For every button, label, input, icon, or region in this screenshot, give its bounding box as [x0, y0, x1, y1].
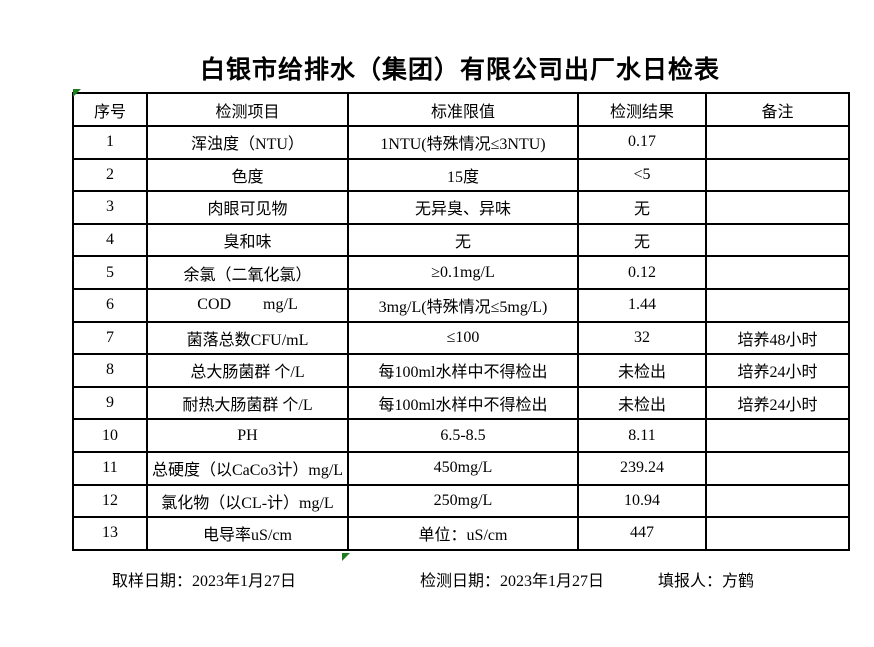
- cell-result: 无: [577, 222, 707, 258]
- table-row: 9 耐热大肠菌群 个/L 每100ml水样中不得检出 未检出 培养24小时: [72, 385, 850, 421]
- cell-result: 未检出: [577, 353, 707, 388]
- cell-result: 239.24: [577, 450, 707, 486]
- cell-note: [705, 222, 850, 258]
- reporter-text: 填报人：方鹤: [658, 573, 755, 590]
- cell-limit: 1NTU(特殊情况≤3NTU): [347, 125, 579, 160]
- cell-item: 余氯（二氧化氯）: [146, 255, 349, 290]
- cell-result: 0.12: [577, 255, 707, 290]
- column-header-item: 检测项目: [146, 92, 349, 127]
- cell-note: [705, 483, 850, 519]
- cell-result: 1.44: [577, 287, 707, 323]
- cell-result: 10.94: [577, 483, 707, 519]
- cell-item: 色度: [146, 157, 349, 193]
- cell-note: [705, 157, 850, 193]
- cell-note: [705, 255, 850, 290]
- cell-item: PH: [146, 418, 349, 453]
- cell-no: 1: [72, 125, 148, 160]
- table-body: 1 浑浊度（NTU） 1NTU(特殊情况≤3NTU) 0.17 2 色度 15度 <5 3 肉眼可…: [72, 125, 850, 551]
- cell-result: 8.11: [577, 418, 707, 453]
- column-header-no: 序号: [72, 92, 148, 127]
- table-row: 6 COD mg/L 3mg/L(特殊情况≤5mg/L) 1.44: [72, 287, 850, 323]
- cell-result: 无: [577, 190, 707, 225]
- cell-limit: 无异臭、异味: [347, 190, 579, 225]
- cell-limit: 每100ml水样中不得检出: [347, 353, 579, 388]
- cell-corner-marker-icon: [73, 89, 81, 97]
- cell-no: 2: [72, 157, 148, 193]
- cell-item: 臭和味: [146, 222, 349, 258]
- cell-no: 13: [72, 516, 148, 551]
- cell-item: 氯化物（以CL-计）mg/L: [146, 483, 349, 519]
- cell-no: 4: [72, 222, 148, 258]
- table-row: 2 色度 15度 <5: [72, 157, 850, 193]
- cell-limit: 每100ml水样中不得检出: [347, 385, 579, 421]
- column-header-note: 备注: [705, 92, 850, 127]
- cell-no: 8: [72, 353, 148, 388]
- cell-item: 总硬度（以CaCo3计）mg/L: [146, 450, 349, 486]
- cell-note: 培养48小时: [705, 320, 850, 356]
- cell-note: [705, 450, 850, 486]
- cell-item: 电导率uS/cm: [146, 516, 349, 551]
- cell-note: 培养24小时: [705, 353, 850, 388]
- table-row: 12 氯化物（以CL-计）mg/L 250mg/L 10.94: [72, 483, 850, 519]
- cell-note: [705, 516, 850, 551]
- footer: 取样日期：2023年1月27日 检测日期：2023年1月27日 填报人：方鹤: [0, 567, 874, 591]
- cell-result: 0.17: [577, 125, 707, 160]
- cell-no: 5: [72, 255, 148, 290]
- table-row: 13 电导率uS/cm 单位：uS/cm 447: [72, 516, 850, 551]
- cell-note: 培养24小时: [705, 385, 850, 421]
- cell-no: 7: [72, 320, 148, 356]
- table-row: 4 臭和味无无: [72, 222, 850, 258]
- table-row: 7 菌落总数CFU/mL ≤100 32 培养48小时: [72, 320, 850, 356]
- cell-limit: 6.5-8.5: [347, 418, 579, 453]
- cell-no: 3: [72, 190, 148, 225]
- cell-note: [705, 287, 850, 323]
- cell-note: [705, 190, 850, 225]
- cell-result: 447: [577, 516, 707, 551]
- cell-corner-marker-icon: [342, 553, 350, 561]
- test-date-text: 检测日期：2023年1月27日: [420, 573, 605, 590]
- page-title: 白银市给排水（集团）有限公司出厂水日检表: [199, 57, 720, 84]
- table-row: 8 总大肠菌群 个/L 每100ml水样中不得检出 未检出 培养24小时: [72, 353, 850, 388]
- cell-limit: ≤100: [347, 320, 579, 356]
- cell-limit: 250mg/L: [347, 483, 579, 519]
- cell-limit: 450mg/L: [347, 450, 579, 486]
- cell-item: 菌落总数CFU/mL: [146, 320, 349, 356]
- table-row: 5 余氯（二氧化氯） ≥0.1mg/L 0.12: [72, 255, 850, 290]
- cell-no: 12: [72, 483, 148, 519]
- cell-no: 6: [72, 287, 148, 323]
- sample-date-text: 取样日期：2023年1月27日: [112, 573, 297, 590]
- cell-limit: 无: [347, 222, 579, 258]
- table-row: 10 PH 6.5-8.5 8.11: [72, 418, 850, 453]
- table-row: 1 浑浊度（NTU） 1NTU(特殊情况≤3NTU) 0.17: [72, 125, 850, 160]
- cell-note: [705, 418, 850, 453]
- cell-note: [705, 125, 850, 160]
- header-row: 序号 检测项目 标准限值 检测结果 备注: [72, 92, 850, 127]
- cell-limit: 3mg/L(特殊情况≤5mg/L): [347, 287, 579, 323]
- column-header-limit: 标准限值: [347, 92, 579, 127]
- cell-result: <5: [577, 157, 707, 193]
- table-header: 序号 检测项目 标准限值 检测结果 备注: [72, 92, 850, 127]
- cell-item: COD mg/L: [146, 287, 349, 323]
- cell-item: 耐热大肠菌群 个/L: [146, 385, 349, 421]
- cell-no: 9: [72, 385, 148, 421]
- cell-result: 未检出: [577, 385, 707, 421]
- cell-limit: 15度: [347, 157, 579, 193]
- cell-limit: ≥0.1mg/L: [347, 255, 579, 290]
- table-row: 3 肉眼可见物 无异臭、异味无: [72, 190, 850, 225]
- cell-limit: 单位：uS/cm: [347, 516, 579, 551]
- cell-no: 11: [72, 450, 148, 486]
- cell-item: 肉眼可见物: [146, 190, 349, 225]
- inspection-table: 序号 检测项目 标准限值 检测结果 备注 1 浑浊度（NTU） 1NTU(特殊情况≤…: [72, 92, 850, 551]
- column-header-result: 检测结果: [577, 92, 707, 127]
- table-row: 11 总硬度（以CaCo3计）mg/L 450mg/L 239.24: [72, 450, 850, 486]
- cell-result: 32: [577, 320, 707, 356]
- cell-item: 总大肠菌群 个/L: [146, 353, 349, 388]
- cell-item: 浑浊度（NTU）: [146, 125, 349, 160]
- cell-no: 10: [72, 418, 148, 453]
